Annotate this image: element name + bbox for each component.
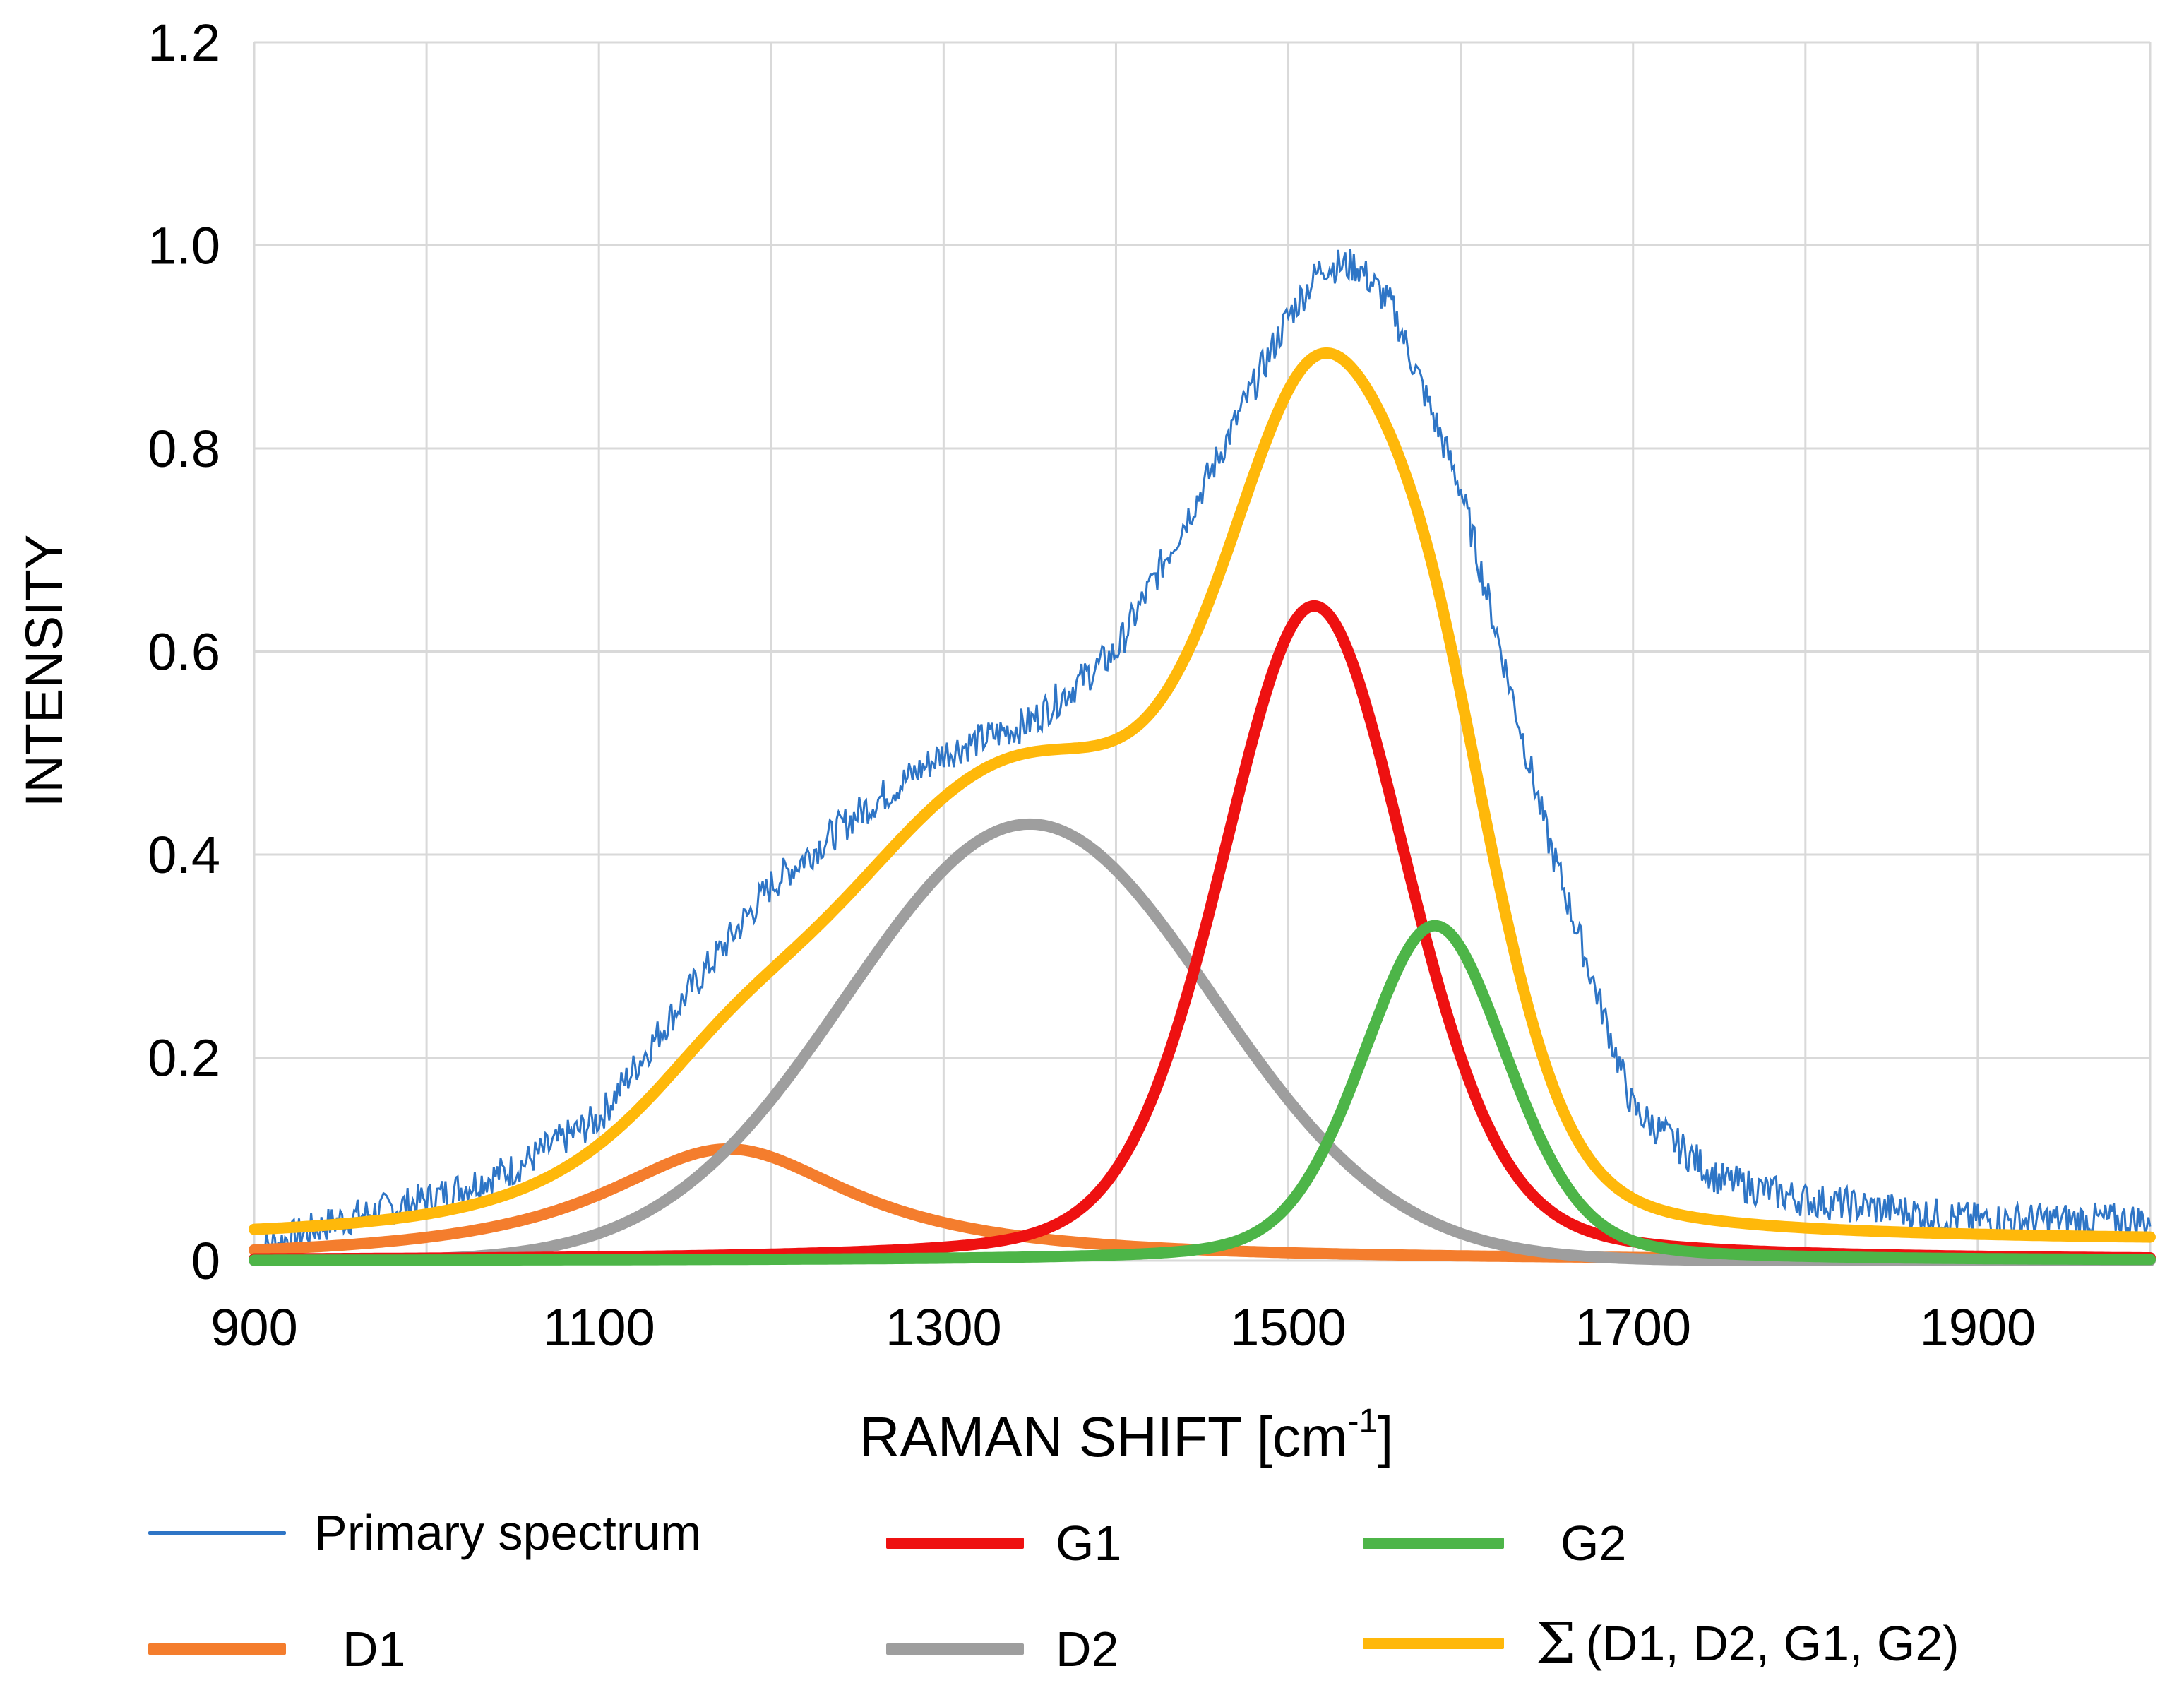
- x-tick-label: 1300: [885, 1298, 1002, 1357]
- y-axis-label: INTENSITY: [15, 535, 73, 807]
- grid-lines: [254, 41, 2152, 1261]
- series-primary-spectrum: [253, 249, 2152, 1264]
- series-g2: [249, 920, 2156, 1266]
- y-tick-label: 0.8: [148, 420, 220, 478]
- x-tick-label: 900: [210, 1298, 297, 1357]
- series-d1: [249, 1143, 2156, 1266]
- y-tick-label: 1.0: [148, 217, 220, 275]
- x-tick-label: 1700: [1575, 1298, 1691, 1357]
- x-axis-label: RAMAN SHIFT [cm-1]: [859, 1403, 1394, 1468]
- y-tick-label: 0.2: [148, 1029, 220, 1088]
- x-tick-label: 1900: [1920, 1298, 2036, 1357]
- y-tick-label: 0.4: [148, 826, 220, 884]
- y-tick-label: 0.6: [148, 623, 220, 682]
- series-lines: [249, 249, 2156, 1266]
- y-tick-label: 0: [191, 1232, 220, 1290]
- series-g1: [249, 600, 2156, 1265]
- y-tick-label: 1.2: [148, 13, 220, 72]
- series-d2: [249, 818, 2156, 1266]
- x-tick-label: 1500: [1230, 1298, 1347, 1357]
- series-sum: [249, 347, 2156, 1243]
- x-tick-label: 1100: [543, 1298, 655, 1357]
- tick-labels: 0 0.2 0.4 0.6 0.8 1.0 1.2 900 1100 1300 1500 1700 19…: [148, 13, 2036, 1357]
